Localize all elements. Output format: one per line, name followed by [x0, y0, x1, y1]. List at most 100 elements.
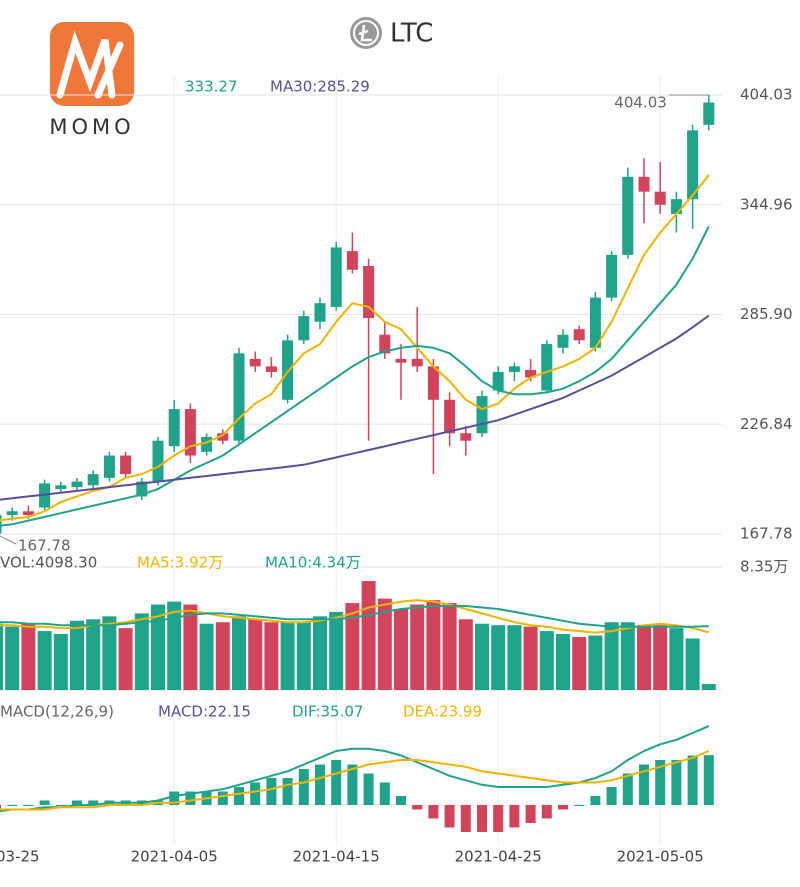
candle-body: [55, 485, 67, 489]
macd-bar: [298, 769, 309, 805]
max-label: 404.03: [614, 94, 667, 112]
volume-bar: [329, 611, 344, 690]
candle-body: [282, 340, 294, 400]
volume-bar: [588, 635, 603, 690]
volume-bar: [215, 622, 230, 690]
volume-bar: [653, 625, 668, 690]
volume-bar: [118, 628, 133, 690]
volume-bar: [183, 604, 198, 690]
min-pointer: [0, 535, 17, 545]
macd-bar: [250, 782, 261, 805]
volume-bar: [410, 604, 425, 690]
macd-bar: [460, 804, 471, 832]
volume-bar: [507, 625, 522, 690]
macd-bar: [363, 773, 374, 805]
macd-bar: [444, 804, 455, 828]
candle-body: [201, 436, 213, 452]
volume-bar: [394, 608, 408, 690]
volume-bar: [491, 625, 506, 690]
macd-bar: [185, 791, 196, 805]
candle-body: [120, 455, 132, 475]
macd-bar: [379, 782, 390, 805]
candle-body: [0, 515, 2, 534]
candle-body: [541, 344, 553, 391]
volume-bar: [572, 636, 587, 690]
legend-entry: VOL:4098.30: [0, 554, 97, 572]
macd-bar: [687, 755, 698, 805]
y-tick-label: 167.78: [740, 525, 793, 543]
candle-body: [233, 353, 245, 441]
x-tick-label: 2021-03-25: [0, 848, 40, 866]
candle-body: [411, 358, 423, 367]
candle-body: [557, 334, 569, 348]
candle-body: [622, 176, 634, 255]
macd-bar: [639, 764, 649, 805]
macd-bar: [282, 778, 293, 805]
logo-glyph: [56, 30, 124, 99]
candle-body: [638, 176, 650, 192]
macd-bar: [266, 778, 277, 805]
x-tick-label: 2021-04-05: [131, 848, 218, 866]
macd-bar: [606, 787, 617, 805]
volume-bar: [280, 622, 295, 690]
volume-bar: [426, 600, 441, 690]
candle-body: [265, 366, 277, 372]
volume-bar: [685, 638, 700, 690]
volume-bar: [539, 631, 554, 690]
candle-body: [525, 370, 537, 378]
candle-body: [492, 371, 504, 391]
macd-bar: [88, 800, 99, 805]
volume-bar: [53, 634, 68, 690]
coin-icon-ring: [353, 20, 379, 46]
logo-text: MOMO: [49, 115, 134, 139]
candle-body: [6, 511, 18, 516]
series-line: [0, 314, 710, 501]
legend-entry: DIF:35.07: [292, 703, 363, 721]
volume-bar: [102, 616, 117, 690]
volume-bar: [151, 604, 165, 690]
volume-bar: [86, 619, 101, 690]
candle-body: [363, 266, 375, 319]
macd-bar: [347, 764, 358, 805]
volume-bar: [637, 625, 651, 690]
logo: MOMO: [49, 22, 134, 139]
macd-bar: [169, 791, 180, 805]
legend-entry: DEA:23.99: [403, 703, 482, 721]
series-line: [0, 226, 710, 527]
candle-body: [22, 511, 34, 516]
candle-body: [314, 303, 326, 322]
macd-bar: [671, 760, 682, 805]
indicator-label: MACD(12,26,9): [0, 703, 114, 721]
candle-body: [654, 191, 666, 205]
macd-bar: [558, 804, 568, 810]
candle-body: [379, 334, 391, 354]
volume-bar: [604, 622, 619, 690]
macd-bar: [412, 804, 423, 810]
coin-icon-glyph: [358, 24, 372, 42]
macd-bar: [493, 804, 504, 832]
min-label: 167.78: [18, 537, 71, 555]
x-tick-label: 2021-05-05: [617, 848, 704, 866]
series-line: [0, 750, 710, 811]
volume-bar: [377, 598, 392, 690]
y-tick-label: 226.84: [740, 415, 793, 433]
volume-bar: [361, 580, 376, 690]
volume-bar: [475, 623, 489, 690]
candle-body: [573, 329, 585, 341]
volume-bar: [345, 603, 360, 690]
series-line: [0, 725, 710, 813]
legend-entry: MACD:22.15: [158, 703, 251, 721]
macd-bar: [23, 804, 34, 806]
x-tick-label: 2021-04-15: [293, 848, 380, 866]
candle-body: [136, 481, 148, 497]
macd-bar: [574, 804, 585, 806]
volume-bar: [5, 626, 20, 690]
candle-body: [703, 102, 715, 125]
candle-body: [589, 297, 601, 348]
macd-bar: [0, 804, 1, 810]
candle-body: [395, 358, 407, 363]
candle-body: [152, 440, 164, 482]
volume-bar: [523, 626, 538, 690]
macd-bar: [396, 795, 406, 805]
chart-title: LTC: [390, 19, 433, 49]
